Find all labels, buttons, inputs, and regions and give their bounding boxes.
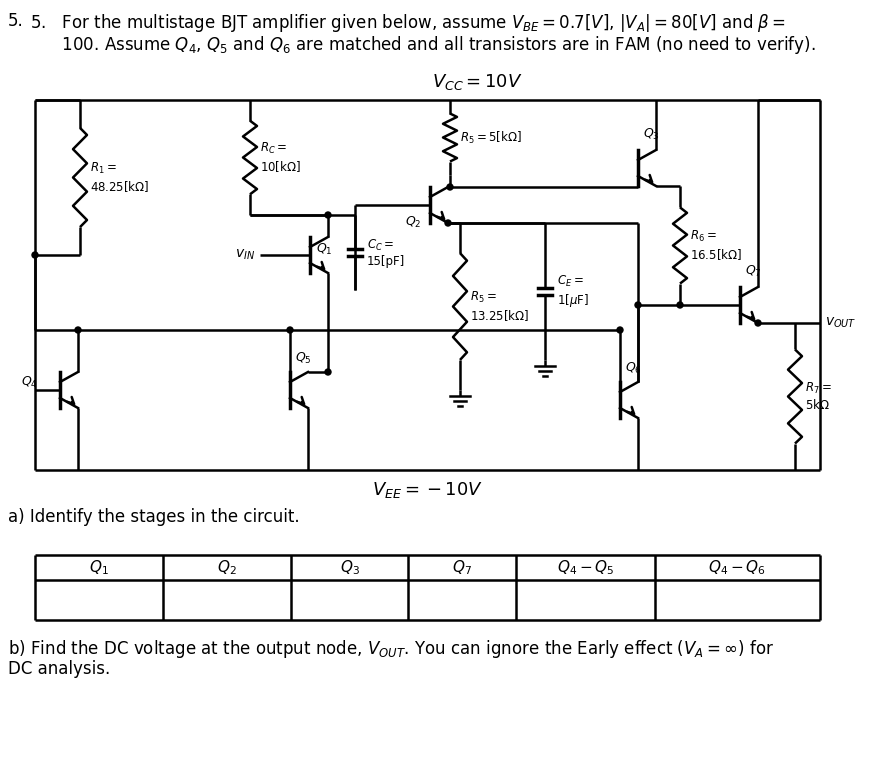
Text: $Q_4$: $Q_4$	[21, 375, 38, 390]
Text: $R_5 =$
13.25[k$\Omega$]: $R_5 =$ 13.25[k$\Omega$]	[469, 290, 528, 323]
Text: $Q_3$: $Q_3$	[339, 559, 359, 577]
Text: $Q_7$: $Q_7$	[452, 559, 472, 577]
Text: $Q_5$: $Q_5$	[295, 351, 311, 366]
Text: $R_7 =$
5k$\Omega$: $R_7 =$ 5k$\Omega$	[804, 381, 831, 412]
Text: $V_{EE} = -10V$: $V_{EE} = -10V$	[372, 480, 482, 500]
Text: 100. Assume $Q_4$, $Q_5$ and $Q_6$ are matched and all transistors are in FAM (n: 100. Assume $Q_4$, $Q_5$ and $Q_6$ are m…	[30, 34, 815, 56]
Text: $Q_3$: $Q_3$	[642, 127, 659, 142]
Circle shape	[617, 327, 623, 333]
Circle shape	[634, 302, 640, 308]
Text: $R_1 =$
48.25[k$\Omega$]: $R_1 =$ 48.25[k$\Omega$]	[90, 161, 149, 194]
Text: $V_{CC} = 10V$: $V_{CC} = 10V$	[431, 72, 523, 92]
Text: $Q_4-Q_6$: $Q_4-Q_6$	[708, 559, 766, 577]
Text: $R_C =$
10[k$\Omega$]: $R_C =$ 10[k$\Omega$]	[260, 141, 301, 174]
Text: $Q_2$: $Q_2$	[404, 215, 421, 230]
Text: $v_{OUT}$: $v_{OUT}$	[824, 316, 856, 330]
Text: $R_6 =$
16.5[k$\Omega$]: $R_6 =$ 16.5[k$\Omega$]	[689, 230, 741, 262]
Circle shape	[754, 320, 760, 326]
Circle shape	[287, 327, 293, 333]
Text: a) Identify the stages in the circuit.: a) Identify the stages in the circuit.	[8, 508, 299, 526]
Text: $Q_4-Q_5$: $Q_4-Q_5$	[556, 559, 614, 577]
Text: $Q_2$: $Q_2$	[217, 559, 237, 577]
Text: $C_C =$
15[pF]: $C_C =$ 15[pF]	[367, 237, 405, 268]
Circle shape	[75, 327, 81, 333]
Circle shape	[32, 252, 38, 258]
Text: $Q_1$: $Q_1$	[89, 559, 109, 577]
Text: DC analysis.: DC analysis.	[8, 660, 111, 678]
Text: $Q_1$: $Q_1$	[316, 241, 332, 256]
Text: $C_E =$
1[$\mu$F]: $C_E =$ 1[$\mu$F]	[556, 274, 588, 309]
Circle shape	[676, 302, 682, 308]
Text: b) Find the DC voltage at the output node, $V_{OUT}$. You can ignore the Early e: b) Find the DC voltage at the output nod…	[8, 638, 774, 660]
Text: 5.   For the multistage BJT amplifier given below, assume $V_{BE} = 0.7[V]$, $|V: 5. For the multistage BJT amplifier give…	[30, 12, 785, 34]
Text: $Q_7$: $Q_7$	[745, 264, 761, 279]
Text: 5.: 5.	[8, 12, 24, 30]
Circle shape	[324, 369, 331, 375]
Text: $v_{IN}$: $v_{IN}$	[235, 248, 254, 262]
Circle shape	[446, 184, 453, 190]
Circle shape	[445, 220, 451, 226]
Text: $R_5 = 5$[k$\Omega$]: $R_5 = 5$[k$\Omega$]	[460, 130, 521, 146]
Text: $Q_6$: $Q_6$	[624, 361, 641, 376]
Circle shape	[324, 212, 331, 218]
